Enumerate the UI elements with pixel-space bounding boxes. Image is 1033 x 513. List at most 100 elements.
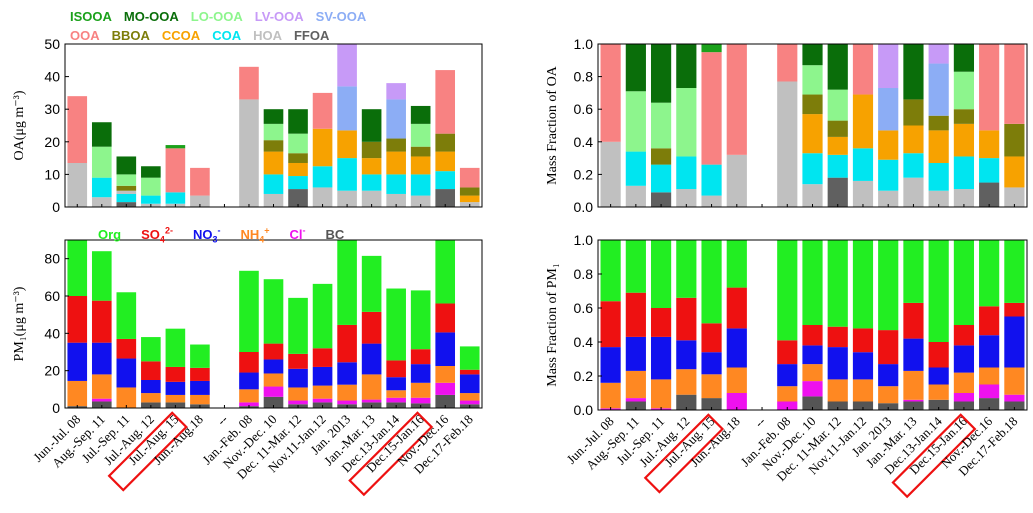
bar-segment-ooa <box>1004 44 1025 124</box>
bar-segment-nh4 <box>827 379 848 402</box>
legend-no3: NO3- <box>193 226 221 245</box>
bar-segment-lo-ooa <box>827 89 848 121</box>
bar-segment-ccoa <box>979 130 1000 159</box>
bar-segment-ccoa <box>928 130 949 163</box>
bar-segment-bboa <box>802 94 823 115</box>
bar-segment-ooa <box>726 44 747 155</box>
bar-segment-bboa <box>1004 123 1025 157</box>
bar-segment-org <box>91 251 112 301</box>
bar-segment-no3 <box>67 342 88 381</box>
bar-segment-hoa <box>361 190 382 207</box>
bar-segment-ccoa <box>435 151 456 172</box>
bar-segment-sv-ooa <box>337 86 357 131</box>
bar-segment-so4 <box>91 300 112 343</box>
bar-segment-nh4 <box>91 374 112 399</box>
bar-segment-no3 <box>903 338 924 371</box>
bar-segment-no3 <box>726 328 747 368</box>
bar-segment-hoa <box>852 180 874 207</box>
legend-label: BBOA <box>111 28 150 43</box>
y-tick-label: 20 <box>44 363 60 379</box>
bar-segment-nh4 <box>312 385 333 399</box>
bar-segment-coa <box>337 158 357 191</box>
bar-segment-ccoa <box>1004 156 1025 188</box>
bar-segment-ccoa <box>386 151 406 175</box>
bar-segment-org <box>979 240 1000 307</box>
bar-segment-nh4 <box>928 384 949 400</box>
bar-segment-no3 <box>979 335 1000 368</box>
bar-segment-ccoa <box>263 151 284 175</box>
bar-segment-mo-ooa <box>361 109 382 142</box>
bar-segment-coa <box>91 177 112 198</box>
bar-segment-no3 <box>116 358 137 388</box>
y-tick-label: 0.4 <box>574 334 594 350</box>
highlight-box <box>891 413 977 499</box>
bar-segment-org <box>67 240 88 296</box>
bar-segment-cl <box>263 386 284 397</box>
bar-segment-mo-ooa <box>953 44 975 72</box>
bar-segment-ccoa <box>802 114 823 154</box>
bar-segment-ccoa <box>459 195 480 203</box>
chart-top-right: 0.0 0.2 0.4 0.6 0.8 1.0 Mass Fraction of OA <box>545 36 1028 215</box>
bar-segment-so4 <box>650 308 672 337</box>
bar-segment-bc <box>903 401 924 410</box>
bar-segment-no3 <box>435 332 456 366</box>
bar-segment-nh4 <box>459 393 480 401</box>
bar-segment-coa <box>676 156 697 190</box>
y-tick-label: 0.2 <box>574 368 594 384</box>
bar-segment-lo-ooa <box>676 88 697 157</box>
bar-segment-no3 <box>386 377 406 391</box>
bar-segment-bc <box>701 398 722 410</box>
legend-subscript: 4 <box>259 234 265 245</box>
bar-segment-ccoa <box>852 94 874 149</box>
bar-segment-lo-ooa <box>116 174 137 186</box>
legend-label: OOA <box>70 28 100 43</box>
legend-bboa: BBOA <box>112 28 150 43</box>
legend-label: Cl <box>289 227 303 243</box>
bar-segment-lv-ooa <box>337 44 357 87</box>
bar-segment-mo-ooa <box>288 109 308 134</box>
bar-segment-org <box>239 270 259 352</box>
bar-segment-org <box>953 240 975 325</box>
bar-segment-bc <box>928 399 949 410</box>
y-tick-label: 1.0 <box>574 36 594 52</box>
legend-ffoa: FFOA <box>294 28 329 43</box>
bar-segment-mo-ooa <box>802 44 823 66</box>
legend-superscript: - <box>302 226 306 236</box>
bar-segment-hoa <box>676 189 697 207</box>
bar-segment-mo-ooa <box>116 156 137 175</box>
bar-segment-mo-ooa <box>676 44 697 89</box>
bar-segment-ccoa <box>903 125 924 154</box>
bar-segment-ffoa <box>435 189 456 207</box>
bar-segment-org <box>337 240 357 325</box>
bar-segment-cl <box>361 399 382 403</box>
bar-segment-cl <box>979 384 1000 399</box>
bar-segment-cl <box>953 393 975 402</box>
bar-segment-coa <box>288 176 308 190</box>
bar-segment-coa <box>650 164 672 193</box>
bar-segment-ccoa <box>337 130 357 159</box>
bar-segment-org <box>1004 240 1025 303</box>
bar-segment-coa <box>410 174 431 196</box>
bar-segment-so4 <box>600 301 621 348</box>
legend-nh4: NH4+ <box>240 226 269 245</box>
bar-segment-nh4 <box>67 380 88 407</box>
bar-segment-lv-ooa <box>386 83 406 100</box>
bar-segment-hoa <box>726 154 747 207</box>
bar-segment-ooa <box>459 167 480 188</box>
bar-segment-cl <box>312 398 333 403</box>
bar-segment-no3 <box>928 367 949 385</box>
x-tick-label: -- <box>214 412 231 429</box>
bar-segment-ooa <box>435 70 456 134</box>
bar-segment-lo-ooa <box>141 177 161 196</box>
y-tick-label: 0 <box>52 199 60 215</box>
bar-segment-ooa <box>852 44 874 95</box>
bar-segment-coa <box>625 151 646 186</box>
y-tick-label: 0.8 <box>574 69 594 85</box>
bar-segment-mo-ooa <box>410 105 431 124</box>
highlight-box <box>643 413 725 494</box>
y-axis-label: Mass Fraction of OA <box>545 65 560 184</box>
y-tick-label: 40 <box>44 69 60 85</box>
legend-superscript: - <box>217 226 221 236</box>
y-tick-label: 0.0 <box>574 199 594 215</box>
bar-segment-cl <box>410 397 431 404</box>
